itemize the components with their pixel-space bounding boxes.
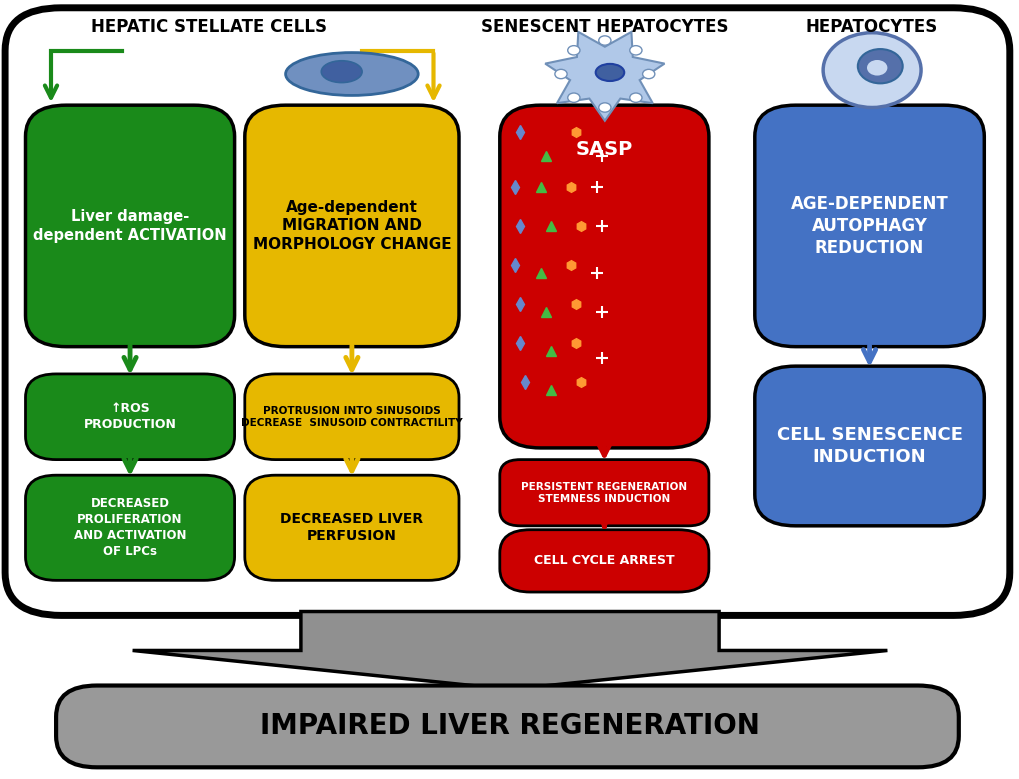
Ellipse shape — [595, 64, 624, 81]
Text: SENESCENT HEPATOCYTES: SENESCENT HEPATOCYTES — [481, 18, 728, 37]
FancyBboxPatch shape — [499, 460, 708, 526]
Text: HEPATOCYTES: HEPATOCYTES — [805, 18, 937, 37]
FancyBboxPatch shape — [245, 105, 459, 347]
FancyBboxPatch shape — [56, 686, 958, 767]
Text: CELL SENESCENCE
INDUCTION: CELL SENESCENCE INDUCTION — [775, 426, 962, 466]
Text: Liver damage-
dependent ACTIVATION: Liver damage- dependent ACTIVATION — [34, 209, 226, 243]
Circle shape — [822, 33, 920, 108]
Circle shape — [857, 49, 902, 83]
Text: Age-dependent
MIGRATION AND
MORPHOLOGY CHANGE: Age-dependent MIGRATION AND MORPHOLOGY C… — [253, 199, 450, 252]
Circle shape — [568, 46, 580, 55]
FancyBboxPatch shape — [499, 530, 708, 592]
Text: DECREASED LIVER
PERFUSION: DECREASED LIVER PERFUSION — [280, 512, 423, 544]
FancyBboxPatch shape — [754, 366, 983, 526]
PathPatch shape — [545, 32, 663, 121]
FancyBboxPatch shape — [25, 374, 234, 460]
Circle shape — [598, 103, 610, 112]
Text: PROTRUSION INTO SINUSOIDS
DECREASE  SINUSOID CONTRACTILITY: PROTRUSION INTO SINUSOIDS DECREASE SINUS… — [240, 406, 463, 428]
Circle shape — [568, 93, 580, 102]
Text: HEPATIC STELLATE CELLS: HEPATIC STELLATE CELLS — [91, 18, 327, 37]
FancyBboxPatch shape — [25, 105, 234, 347]
FancyBboxPatch shape — [245, 374, 459, 460]
Ellipse shape — [285, 53, 418, 96]
Circle shape — [554, 69, 567, 79]
Polygon shape — [132, 612, 887, 689]
Text: AGE-DEPENDENT
AUTOPHAGY
REDUCTION: AGE-DEPENDENT AUTOPHAGY REDUCTION — [790, 195, 948, 257]
Circle shape — [866, 60, 887, 76]
Circle shape — [642, 69, 654, 79]
FancyBboxPatch shape — [245, 475, 459, 580]
Text: CELL CYCLE ARREST: CELL CYCLE ARREST — [534, 555, 674, 567]
FancyBboxPatch shape — [499, 105, 708, 448]
Text: IMPAIRED LIVER REGENERATION: IMPAIRED LIVER REGENERATION — [260, 712, 759, 740]
Circle shape — [629, 93, 641, 102]
Text: ↑ROS
PRODUCTION: ↑ROS PRODUCTION — [84, 402, 176, 432]
FancyBboxPatch shape — [25, 475, 234, 580]
Text: DECREASED
PROLIFERATION
AND ACTIVATION
OF LPCs: DECREASED PROLIFERATION AND ACTIVATION O… — [73, 497, 186, 559]
Circle shape — [629, 46, 641, 55]
Text: SASP: SASP — [575, 140, 633, 159]
Ellipse shape — [321, 61, 362, 83]
FancyBboxPatch shape — [5, 8, 1009, 615]
Text: PERSISTENT REGENERATION
STEMNESS INDUCTION: PERSISTENT REGENERATION STEMNESS INDUCTI… — [521, 481, 687, 504]
Circle shape — [598, 36, 610, 45]
FancyBboxPatch shape — [754, 105, 983, 347]
